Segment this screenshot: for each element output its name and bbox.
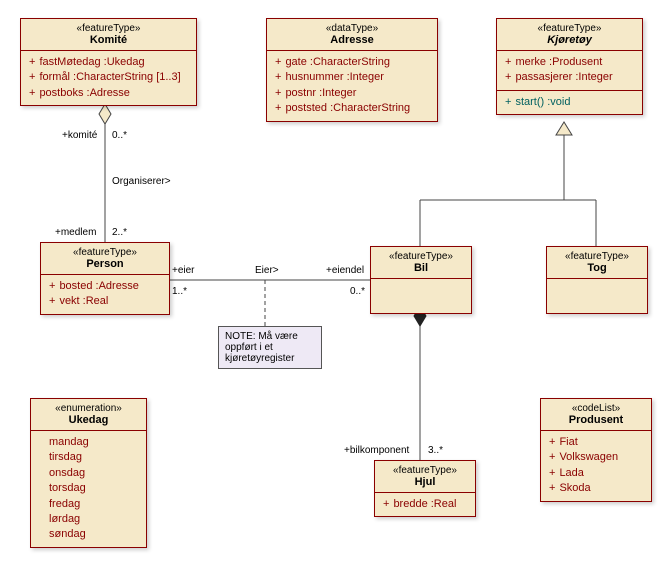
mult-bilkomponent: 3..* (428, 445, 443, 456)
stereotype: «featureType» (505, 23, 634, 34)
literal: fredag (39, 497, 138, 512)
role-medlem: +medlem (55, 227, 96, 238)
attr: fastMøtedag :Ukedag (39, 56, 144, 68)
attr: Lada (559, 467, 583, 479)
assoc-eier: Eier> (255, 265, 279, 276)
stereotype: «featureType» (379, 251, 463, 262)
attr: Fiat (559, 436, 577, 448)
stereotype: «featureType» (49, 247, 161, 258)
attr: bredde :Real (393, 498, 456, 510)
stereotype: «featureType» (383, 465, 467, 476)
class-kjoretoy: «featureType» Kjøretøy +merke :Produsent… (496, 18, 643, 115)
class-produsent: «codeList» Produsent +Fiat +Volkswagen +… (540, 398, 652, 502)
attr: formål :CharacterString [1..3] (39, 71, 180, 83)
attr: poststed :CharacterString (285, 102, 410, 114)
class-name: Bil (379, 262, 463, 274)
literal: tirsdag (39, 450, 138, 465)
role-eiendel: +eiendel (326, 265, 364, 276)
attr: passasjerer :Integer (515, 71, 612, 83)
class-person: «featureType» Person +bosted :Adresse +v… (40, 242, 170, 315)
class-name: Tog (555, 262, 639, 274)
stereotype: «featureType» (29, 23, 188, 34)
attr: gate :CharacterString (285, 56, 390, 68)
class-name: Hjul (383, 476, 467, 488)
class-ukedag: «enumeration» Ukedag mandag tirsdag onsd… (30, 398, 147, 548)
literal: søndag (39, 527, 138, 542)
assoc-organiserer: Organiserer> (112, 176, 171, 187)
attr: vekt :Real (59, 295, 108, 307)
class-name: Produsent (549, 414, 643, 426)
attr: husnummer :Integer (285, 71, 383, 83)
mult-komite: 0..* (112, 130, 127, 141)
stereotype: «dataType» (275, 23, 429, 34)
role-komite: +komité (62, 130, 97, 141)
operation: start() :void (515, 96, 570, 108)
class-name: Komité (29, 34, 188, 46)
attr: Skoda (559, 482, 590, 494)
class-name: Ukedag (39, 414, 138, 426)
class-name: Person (49, 258, 161, 270)
note-eier: NOTE: Må være oppført i et kjøretøyregis… (218, 326, 322, 369)
literal: onsdag (39, 466, 138, 481)
mult-eier: 1..* (172, 286, 187, 297)
mult-eiendel: 0..* (350, 286, 365, 297)
stereotype: «codeList» (549, 403, 643, 414)
attr: merke :Produsent (515, 56, 602, 68)
literal: torsdag (39, 481, 138, 496)
literal: mandag (39, 435, 138, 450)
stereotype: «featureType» (555, 251, 639, 262)
stereotype: «enumeration» (39, 403, 138, 414)
class-komite: «featureType» Komité +fastMøtedag :Ukeda… (20, 18, 197, 106)
class-bil: «featureType» Bil (370, 246, 472, 314)
class-adresse: «dataType» Adresse +gate :CharacterStrin… (266, 18, 438, 122)
class-name: Adresse (275, 34, 429, 46)
attr: bosted :Adresse (59, 280, 139, 292)
class-name: Kjøretøy (505, 34, 634, 46)
attr: postboks :Adresse (39, 87, 130, 99)
class-tog: «featureType» Tog (546, 246, 648, 314)
attr: Volkswagen (559, 451, 618, 463)
literal: lørdag (39, 512, 138, 527)
note-text: NOTE: Må være oppført i et kjøretøyregis… (225, 331, 298, 364)
class-hjul: «featureType» Hjul +bredde :Real (374, 460, 476, 517)
role-eier: +eier (172, 265, 195, 276)
attr: postnr :Integer (285, 87, 356, 99)
mult-medlem: 2..* (112, 227, 127, 238)
role-bilkomponent: +bilkomponent (344, 445, 409, 456)
